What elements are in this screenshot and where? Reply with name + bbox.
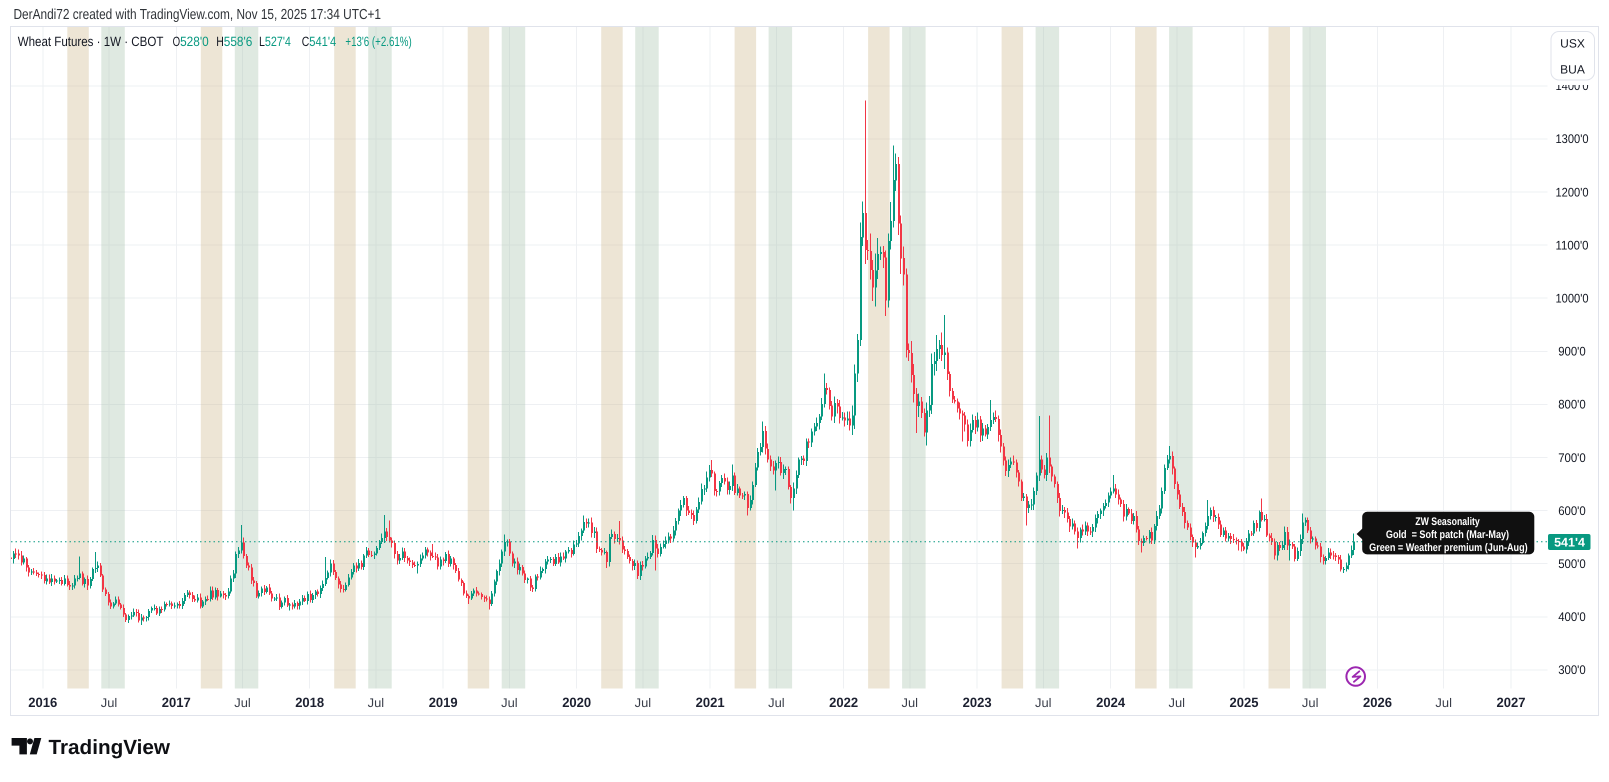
svg-text:500'0: 500'0 [1558, 557, 1586, 571]
svg-text:528'0: 528'0 [180, 34, 209, 49]
svg-text:400'0: 400'0 [1558, 610, 1586, 624]
svg-text:2018: 2018 [295, 695, 324, 710]
svg-text:Jul: Jul [368, 696, 385, 710]
svg-text:H: H [216, 34, 224, 49]
svg-text:C: C [302, 34, 310, 49]
svg-text:300'0: 300'0 [1558, 663, 1586, 677]
svg-text:2021: 2021 [696, 695, 725, 710]
svg-text:Jul: Jul [1435, 696, 1452, 710]
svg-text:Jul: Jul [902, 696, 919, 710]
svg-text:527'4: 527'4 [265, 34, 291, 49]
svg-text:2026: 2026 [1363, 695, 1392, 710]
svg-text:BUA: BUA [1560, 62, 1585, 76]
svg-text:600'0: 600'0 [1558, 504, 1586, 518]
svg-text:2024: 2024 [1096, 695, 1125, 710]
svg-text:Gold = Soft patch (Mar-May): Gold = Soft patch (Mar-May) [1386, 529, 1509, 541]
svg-text:1000'0: 1000'0 [1556, 292, 1589, 306]
svg-text:2025: 2025 [1230, 695, 1259, 710]
svg-text:541'4: 541'4 [309, 34, 336, 49]
svg-text:L: L [259, 34, 265, 49]
svg-text:558'6: 558'6 [224, 34, 253, 49]
svg-text:Wheat Futures · 1W · CBOT: Wheat Futures · 1W · CBOT [18, 34, 164, 49]
svg-text:ZW Seasonality: ZW Seasonality [1415, 516, 1480, 528]
svg-text:Jul: Jul [501, 696, 518, 710]
svg-text:2017: 2017 [162, 695, 191, 710]
svg-text:+13'6 (+2.61%): +13'6 (+2.61%) [345, 34, 411, 49]
svg-text:2019: 2019 [429, 695, 458, 710]
svg-text:2022: 2022 [829, 695, 858, 710]
svg-text:Jul: Jul [768, 696, 785, 710]
svg-text:2023: 2023 [963, 695, 992, 710]
svg-text:2016: 2016 [28, 695, 57, 710]
svg-text:541'4: 541'4 [1554, 535, 1585, 549]
svg-text:TradingView: TradingView [49, 736, 171, 759]
svg-text:Jul: Jul [234, 696, 251, 710]
svg-text:Jul: Jul [1169, 696, 1186, 710]
svg-text:1300'0: 1300'0 [1556, 132, 1589, 146]
svg-text:Jul: Jul [635, 696, 652, 710]
svg-text:1200'0: 1200'0 [1556, 185, 1589, 199]
svg-text:Jul: Jul [101, 696, 118, 710]
svg-text:1100'0: 1100'0 [1556, 238, 1589, 252]
svg-text:2020: 2020 [562, 695, 591, 710]
svg-text:O: O [173, 34, 181, 49]
svg-text:900'0: 900'0 [1558, 345, 1586, 359]
svg-text:Green = Weather premium (Jun-A: Green = Weather premium (Jun-Aug) [1369, 542, 1528, 554]
svg-text:700'0: 700'0 [1558, 451, 1586, 465]
svg-text:USX: USX [1560, 37, 1585, 51]
svg-text:Jul: Jul [1302, 696, 1319, 710]
svg-text:DerAndi72 created with Trading: DerAndi72 created with TradingView.com, … [14, 7, 382, 23]
svg-text:800'0: 800'0 [1558, 398, 1586, 412]
svg-text:Jul: Jul [1035, 696, 1052, 710]
svg-text:2027: 2027 [1497, 695, 1526, 710]
